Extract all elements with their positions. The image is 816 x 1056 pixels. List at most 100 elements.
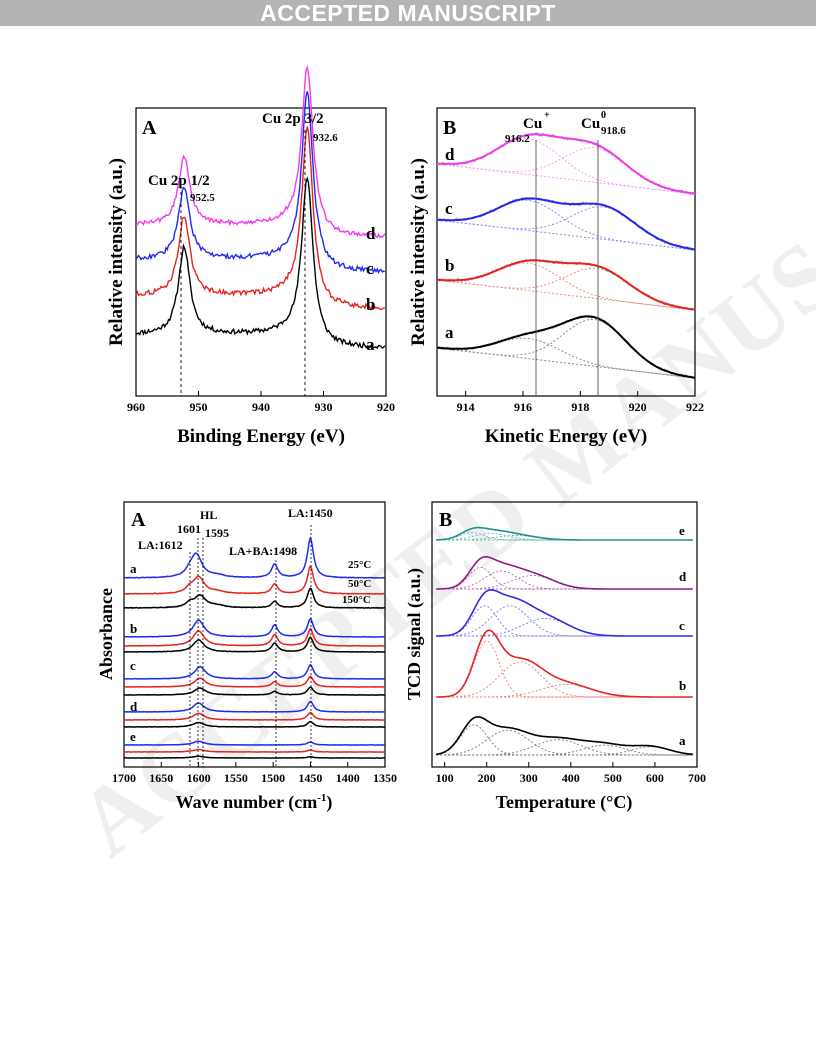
xps-tick-label-930: 930	[315, 400, 333, 414]
xaes-cu-plus-position: 916.2	[505, 133, 530, 145]
tpr-tick-label-300: 300	[520, 771, 538, 785]
tpr-series-d-envelope	[436, 556, 693, 590]
xaes-series-c-raw	[436, 196, 696, 251]
xaes-x-axis-label: Kinetic Energy (eV)	[485, 426, 648, 447]
xaes-series-label-c: c	[445, 199, 453, 218]
ir-series-group	[123, 536, 386, 759]
h2-tpr-panel: B 100 200 300 400 500 600 700 e d c b a Temper…	[404, 501, 706, 813]
ir-tick-label-1450: 1450	[298, 771, 322, 785]
xaes-tick-label-918: 918	[571, 400, 589, 414]
ir-series-e-50-C-line	[124, 748, 386, 753]
xps-panel-label: A	[142, 117, 157, 139]
tpr-series-a-component-3	[436, 739, 693, 756]
xaes-cu-plus-label: Cu + 916.2	[505, 110, 550, 145]
tpr-series-b-component-1	[436, 640, 693, 698]
ir-series-label-b: b	[130, 621, 137, 636]
xps-series-group	[135, 64, 386, 350]
tpr-series-a-envelope	[436, 716, 693, 756]
ir-temp-150: 150°C	[342, 594, 371, 606]
xps-tick-label-940: 940	[252, 400, 270, 414]
tpr-series-b-component-2	[436, 661, 693, 698]
xps-series-label-c: c	[366, 259, 374, 278]
tpr-series-label-b: b	[679, 678, 686, 693]
ir-series-d-25-C-line	[123, 700, 386, 713]
ir-x-axis-unit: (cm	[288, 792, 317, 813]
xps-y-axis-label: Relative intensity (a.u.)	[106, 158, 127, 346]
xaes-tick-label-916: 916	[514, 400, 532, 414]
xaes-tick-label-920: 920	[629, 400, 647, 414]
pyridine-ir-panel: A 1700 1650 1600 1550 1500 1450 1400 1350 LA:16…	[96, 501, 397, 813]
ir-series-b-150-C-line	[123, 636, 385, 653]
banner-text: ACCEPTED MANUSCRIPT	[260, 0, 556, 26]
xaes-cu-plus-name: Cu	[523, 116, 542, 132]
ir-series-d-50-C-line	[123, 711, 386, 721]
ir-x-axis-unit-close: )	[326, 792, 332, 813]
ir-series-label-c: c	[130, 658, 136, 673]
xaes-series-c-component-2	[436, 206, 696, 250]
ir-tick-label-1500: 1500	[261, 771, 285, 785]
xps-series-a-line	[135, 176, 386, 350]
xaes-series-a-background	[436, 347, 696, 379]
ir-tick-label-1350: 1350	[373, 771, 397, 785]
ir-series-c-150-C-line	[123, 686, 386, 696]
tpr-tick-label-100: 100	[436, 771, 454, 785]
xps-peak2-position: 932.6	[313, 132, 338, 144]
xaes-tick-label-922: 922	[686, 400, 704, 414]
tpr-series-b-envelope	[436, 629, 693, 698]
tpr-tick-label-500: 500	[604, 771, 622, 785]
xaes-cu-zero-name: Cu	[581, 116, 600, 132]
ir-tick-label-1600: 1600	[187, 771, 211, 785]
ir-band-label-1595: 1595	[205, 526, 229, 540]
xps-x-ticks: 960 950 940 930 920	[127, 391, 395, 414]
xaes-series-d-component-1	[436, 138, 696, 195]
xaes-series-c-component-1	[436, 199, 696, 251]
xaes-series-a-component-1	[436, 337, 696, 379]
ir-tick-label-1400: 1400	[336, 771, 360, 785]
ir-series-e-150-C-line	[123, 755, 385, 759]
ir-band-label-la-ba-1498: LA+BA:1498	[229, 544, 297, 558]
xps-peak1-name: Cu 2p 1/2	[148, 173, 210, 189]
ir-series-label-a: a	[130, 561, 137, 576]
xaes-series-label-d: d	[445, 145, 455, 164]
ir-series-e-25-C-line	[123, 740, 386, 746]
xps-peak1-position: 952.5	[190, 192, 215, 204]
xaes-plot-frame	[436, 107, 696, 397]
tpr-series-c-component-1	[436, 605, 693, 637]
ir-x-axis-label: Wave number (cm-1)	[176, 792, 333, 813]
ir-series-b-50-C-line	[124, 627, 386, 647]
tpr-series-c-envelope	[436, 589, 693, 637]
xaes-panel-label: B	[443, 117, 456, 139]
xaes-y-axis-label: Relative intensity (a.u.)	[408, 158, 429, 346]
ir-x-axis-title: Wave number	[176, 792, 285, 812]
tpr-series-label-a: a	[679, 733, 686, 748]
tpr-series-label-d: d	[679, 569, 687, 584]
xaes-panel: B 914 916 918 920 922 Cu + 916.2 Cu 0 918.6 …	[408, 107, 704, 447]
ir-temp-50: 50°C	[348, 578, 371, 590]
ir-series-label-d: d	[130, 699, 138, 714]
xaes-cu-zero-charge: 0	[601, 110, 606, 121]
ir-series-a-25-C-line	[123, 536, 386, 579]
ir-series-c-50-C-line	[123, 675, 386, 688]
xaes-cu-plus-charge: +	[544, 110, 550, 121]
xaes-series-label-a: a	[445, 323, 454, 342]
tpr-tick-label-600: 600	[646, 771, 664, 785]
ir-x-axis-unit-sup: -1	[317, 792, 326, 804]
ir-series-c-25-C-line	[124, 663, 386, 680]
ir-band-label-hl: HL	[200, 508, 217, 522]
xaes-series-b-fit	[436, 259, 696, 311]
ir-plot-frame	[123, 501, 386, 768]
xaes-series-b-background	[436, 279, 696, 311]
xps-tick-label-950: 950	[190, 400, 208, 414]
tpr-panel-label: B	[439, 509, 452, 531]
ir-series-b-25-C-line	[123, 618, 386, 638]
tpr-series-b-component-3	[436, 683, 693, 698]
tpr-series-a-component-2	[436, 729, 693, 756]
xps-cu2p-panel: A 960 950 940 930 920 Cu 2p 1/2 952.5 Cu 2p …	[106, 64, 395, 447]
manuscript-banner: ACCEPTED MANUSCRIPT	[0, 0, 816, 26]
tpr-tick-label-400: 400	[562, 771, 580, 785]
tpr-series-a-component-1	[436, 724, 693, 756]
xaes-series-c-background	[436, 219, 696, 251]
xps-series-label-a: a	[366, 335, 375, 354]
xaes-series-d-background	[436, 163, 696, 195]
tpr-series-c-component-3	[436, 617, 693, 637]
